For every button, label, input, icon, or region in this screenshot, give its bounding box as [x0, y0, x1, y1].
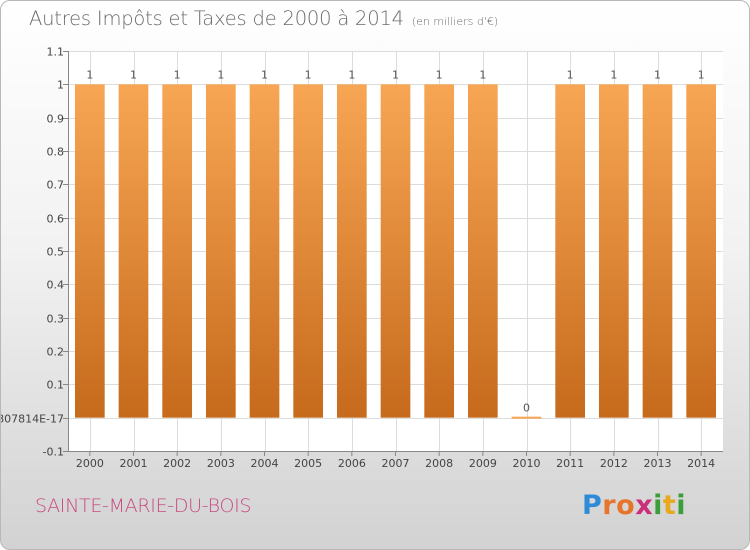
logo-letter: P	[582, 490, 603, 521]
bar	[380, 84, 411, 418]
bar-value-label: 1	[698, 68, 705, 81]
bar-value-label: 1	[130, 68, 137, 81]
chart-title-main: Autres Impôts et Taxes de 2000 à 2014	[29, 7, 404, 30]
x-tick-label: 2009	[469, 457, 497, 470]
bar-value-label: 1	[392, 68, 399, 81]
bar-value-label: 1	[654, 68, 661, 81]
bar	[424, 84, 455, 418]
x-tick-label: 2004	[251, 457, 279, 470]
bar	[511, 416, 542, 419]
bar	[118, 84, 149, 418]
x-tick-label: 2010	[513, 457, 541, 470]
logo-letter: o	[616, 490, 636, 521]
y-tick-label: 0.2	[47, 346, 65, 359]
bar	[642, 84, 673, 418]
y-tick-label: 0.4	[47, 279, 65, 292]
x-tick-label: 2003	[207, 457, 235, 470]
bar	[249, 84, 280, 418]
bar-value-label: 1	[479, 68, 486, 81]
x-tick-label: 2013	[644, 457, 672, 470]
bar-value-label: 0	[523, 402, 530, 415]
axes	[63, 51, 723, 456]
proxiti-logo: Proxiti	[582, 490, 686, 521]
x-tick-label: 2002	[163, 457, 191, 470]
bar-value-label: 1	[305, 68, 312, 81]
logo-letter: i	[653, 490, 663, 521]
logo-letter: x	[635, 490, 654, 521]
logo-letter: r	[602, 490, 617, 521]
x-tick-label: 2011	[556, 457, 584, 470]
commune-name: SAINTE-MARIE-DU-BOIS	[35, 495, 252, 517]
y-tick-label: 1	[57, 79, 64, 92]
x-tick-label: 2001	[120, 457, 148, 470]
x-tick-label: 2008	[425, 457, 453, 470]
y-tick-label: 0.9	[47, 113, 65, 126]
y-tick-label: 1.1	[47, 46, 65, 59]
y-tick-label: 0.1	[47, 379, 65, 392]
logo-letter: i	[676, 490, 687, 521]
bar-value-label: 1	[261, 68, 268, 81]
chart-title: Autres Impôts et Taxes de 2000 à 2014 (en…	[29, 7, 498, 30]
bar	[555, 84, 586, 418]
bar	[162, 84, 193, 418]
bar-value-label: 1	[217, 68, 224, 81]
bar-value-label: 1	[567, 68, 574, 81]
chart-unit-label: (en milliers d'€)	[411, 15, 499, 28]
bar	[293, 84, 324, 418]
labels: -0.1 1.3877787807814E-17 0.1 0.2 0.3 0.4 0.5 0.…	[1, 46, 715, 471]
bar	[598, 84, 629, 418]
x-tick-label: 2005	[294, 457, 322, 470]
bar-value-label: 1	[436, 68, 443, 81]
bar	[74, 84, 105, 418]
y-tick-label: 0.3	[47, 313, 65, 326]
x-tick-label: 2012	[600, 457, 628, 470]
bar-value-label: 1	[610, 68, 617, 81]
bar	[336, 84, 367, 418]
bar-value-label: 1	[174, 68, 181, 81]
bar-value-label: 1	[348, 68, 355, 81]
bar	[205, 84, 236, 418]
y-tick-label: -0.1	[43, 446, 64, 459]
x-tick-label: 2014	[687, 457, 715, 470]
logo-letter: t	[662, 490, 677, 521]
y-tick-label: 0.5	[47, 246, 65, 259]
y-tick-label: 1.3877787807814E-17	[1, 413, 64, 426]
x-tick-label: 2000	[76, 457, 104, 470]
y-tick-label: 0.6	[47, 213, 65, 226]
x-tick-label: 2006	[338, 457, 366, 470]
bar-value-label: 1	[86, 68, 93, 81]
bar	[686, 84, 717, 418]
bars	[74, 84, 717, 419]
y-tick-label: 0.8	[47, 146, 65, 159]
bar	[467, 84, 498, 418]
y-tick-label: 0.7	[47, 179, 65, 192]
x-tick-label: 2007	[382, 457, 410, 470]
